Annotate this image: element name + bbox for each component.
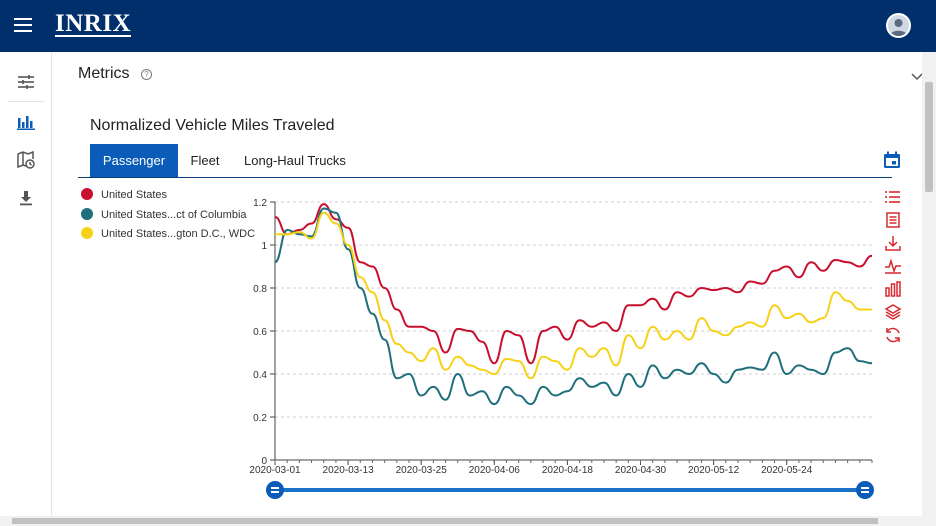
section-title: Metrics (78, 65, 130, 82)
x-tick-label: 2020-05-12 (688, 465, 740, 475)
pulse-icon[interactable] (884, 257, 902, 275)
sliders-icon[interactable] (8, 64, 44, 100)
series-line-1 (274, 207, 873, 406)
x-tick-label: 2020-04-18 (542, 465, 594, 475)
x-tick-label: 2020-04-30 (615, 465, 667, 475)
scroll-thumb[interactable] (925, 82, 933, 192)
date-range-track[interactable] (275, 488, 865, 492)
legend-swatch (81, 227, 93, 239)
scroll-thumb[interactable] (12, 518, 878, 524)
tab-passenger[interactable]: Passenger (90, 144, 178, 177)
legend-label: United States...ct of Columbia (101, 209, 247, 221)
vertical-scrollbar[interactable] (922, 52, 936, 516)
legend-label: United States (101, 189, 168, 201)
legend-swatch (81, 188, 93, 200)
x-tick-label: 2020-05-24 (761, 465, 813, 475)
logo[interactable]: INRIX (55, 10, 132, 37)
tab-fleet[interactable]: Fleet (190, 153, 220, 168)
x-tick-label: 2020-04-06 (469, 465, 521, 475)
list-icon[interactable] (884, 188, 902, 206)
y-tick-label: 1 (261, 241, 267, 252)
x-tick-label: 2020-03-01 (249, 465, 301, 475)
range-end-handle[interactable] (856, 481, 874, 499)
y-tick-label: 0.2 (253, 413, 267, 424)
sidebar (0, 52, 52, 516)
download-icon[interactable] (8, 180, 44, 216)
map-clock-icon[interactable] (8, 142, 44, 178)
x-tick-label: 2020-03-13 (323, 465, 375, 475)
y-tick-label: 0 (261, 456, 267, 467)
series-line-0 (274, 203, 873, 365)
range-start-handle[interactable] (266, 481, 284, 499)
legend-swatch (81, 208, 93, 220)
y-tick-label: 0.6 (253, 327, 267, 338)
legend-item-district-of-columbia[interactable]: United States...ct of Columbia (81, 208, 247, 221)
legend-item-washington-dc[interactable]: United States...gton D.C., WDC (81, 227, 255, 240)
y-tick-label: 1.2 (253, 198, 267, 209)
layers-icon[interactable] (884, 303, 902, 321)
tab-underline (78, 177, 892, 178)
download-icon[interactable] (884, 234, 902, 252)
line-chart: 0 0.2 0.4 0.6 0.8 1 1.2 2020-03-01 2020-03-13 202… (249, 198, 873, 475)
document-icon[interactable] (884, 211, 902, 229)
chart-toolbar (884, 188, 902, 349)
help-icon[interactable]: ? (141, 69, 152, 80)
y-tick-label: 0.4 (253, 370, 267, 381)
calendar-icon[interactable] (883, 151, 901, 174)
user-avatar-icon[interactable] (886, 13, 911, 38)
bar-chart-icon[interactable] (884, 280, 902, 298)
horizontal-scrollbar[interactable] (0, 516, 936, 526)
top-bar: INRIX (0, 0, 936, 52)
chevron-down-icon[interactable] (911, 68, 923, 86)
legend-item-united-states[interactable]: United States (81, 188, 167, 201)
x-tick-label: 2020-03-25 (396, 465, 448, 475)
legend-label: United States...gton D.C., WDC (101, 228, 256, 240)
tab-long-haul-trucks[interactable]: Long-Haul Trucks (244, 153, 346, 168)
sidebar-divider (8, 101, 44, 102)
bar-chart-icon[interactable] (8, 104, 44, 140)
series-line-2 (274, 211, 872, 380)
chart-title: Normalized Vehicle Miles Traveled (90, 117, 335, 134)
y-tick-label: 0.8 (253, 284, 267, 295)
refresh-icon[interactable] (884, 326, 902, 344)
hamburger-icon[interactable] (14, 18, 32, 32)
